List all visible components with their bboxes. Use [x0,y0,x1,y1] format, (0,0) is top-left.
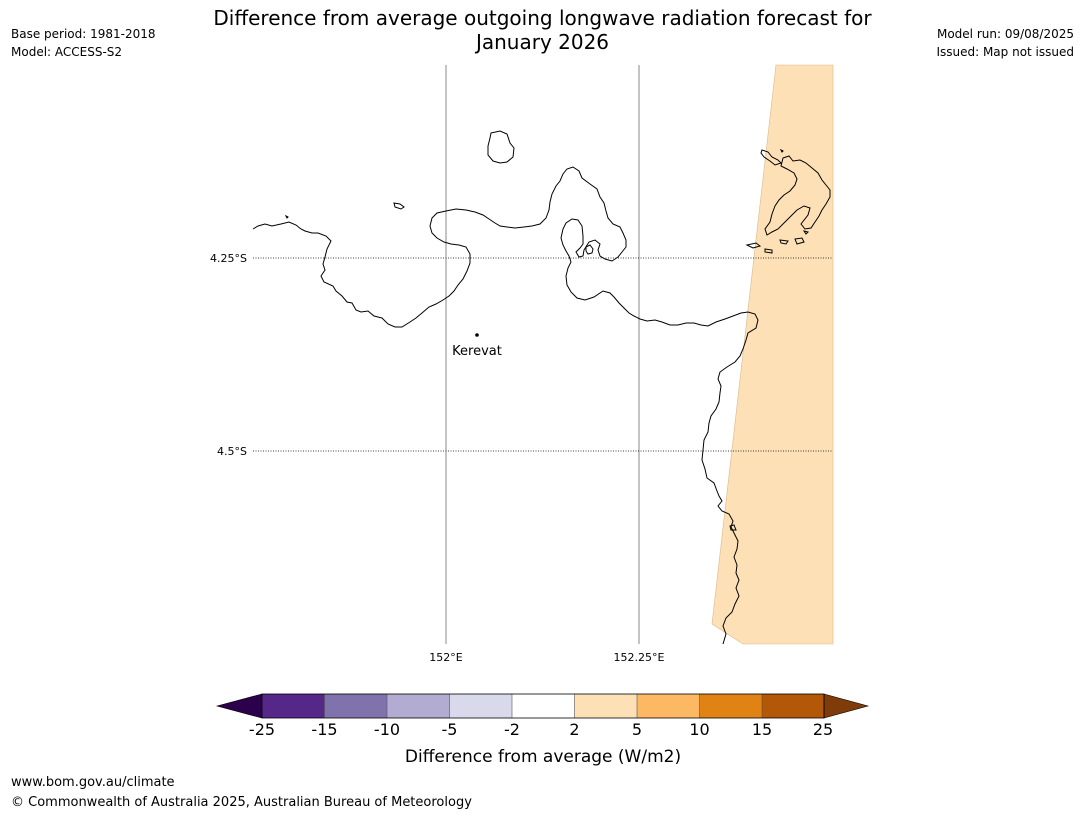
colorbar-bin-3 [387,694,450,718]
title-line-2: January 2026 [475,30,610,54]
colorbar-tick-label: 25 [813,720,833,739]
colorbar-bin-2 [324,694,387,718]
issued-text: Issued: Map not issued [936,45,1074,59]
colorbar-bin-4 [449,694,512,718]
kerevat-marker-icon [475,333,479,337]
colorbar-outline [261,693,825,719]
colorbar-tick-label: 5 [632,720,642,739]
colorbar-tick-label: -15 [311,720,337,739]
colorbar-tick-label: -5 [442,720,458,739]
colorbar-label: Difference from average (W/m2) [405,747,681,767]
footer-url: www.bom.gov.au/climate [11,775,175,790]
meta-right: Model run: 09/08/2025 Issued: Map not is… [936,25,1074,61]
colorbar-tick-label: -10 [374,720,400,739]
colorbar-bin-5 [512,694,575,718]
colorbar-bin-8 [699,694,762,718]
footer-copyright: © Commonwealth of Australia 2025, Austra… [11,795,472,810]
colorbar-tick-label: -25 [249,720,275,739]
colorbar-tick-label: -2 [504,720,520,739]
colorbar-tick-label: 15 [752,720,772,739]
base-period-text: Base period: 1981-2018 [11,27,156,41]
colorbar-tick-label: 10 [689,720,709,739]
model-text: Model: ACCESS-S2 [11,45,123,59]
lat-label-4-25s: 4.25°S [210,252,247,265]
colorbar-extend-low [215,693,263,719]
model-run-text: Model run: 09/08/2025 [936,27,1074,41]
coastline [252,130,831,645]
colorbar-tick-label: 2 [569,720,579,739]
chart-title: Difference from average outgoing longwav… [0,6,1085,54]
anomaly-fill-region [711,64,834,645]
colorbar-extend-high [823,693,870,719]
colorbar-bin-1 [262,694,325,718]
lon-label-152e: 152°E [429,651,462,664]
colorbar-bin-9 [762,694,824,718]
colorbar-bin-6 [574,694,637,718]
meta-left: Base period: 1981-2018 Model: ACCESS-S2 [11,25,156,61]
colorbar: -25 -15 -10 -5 -2 2 5 10 15 25 Differenc… [215,693,870,767]
kerevat-label: Kerevat [452,344,502,359]
lon-label-152-25e: 152.25°E [614,651,665,664]
colorbar-bin-7 [637,694,700,718]
lat-label-4-5s: 4.5°S [217,445,247,458]
title-line-1: Difference from average outgoing longwav… [213,6,872,30]
